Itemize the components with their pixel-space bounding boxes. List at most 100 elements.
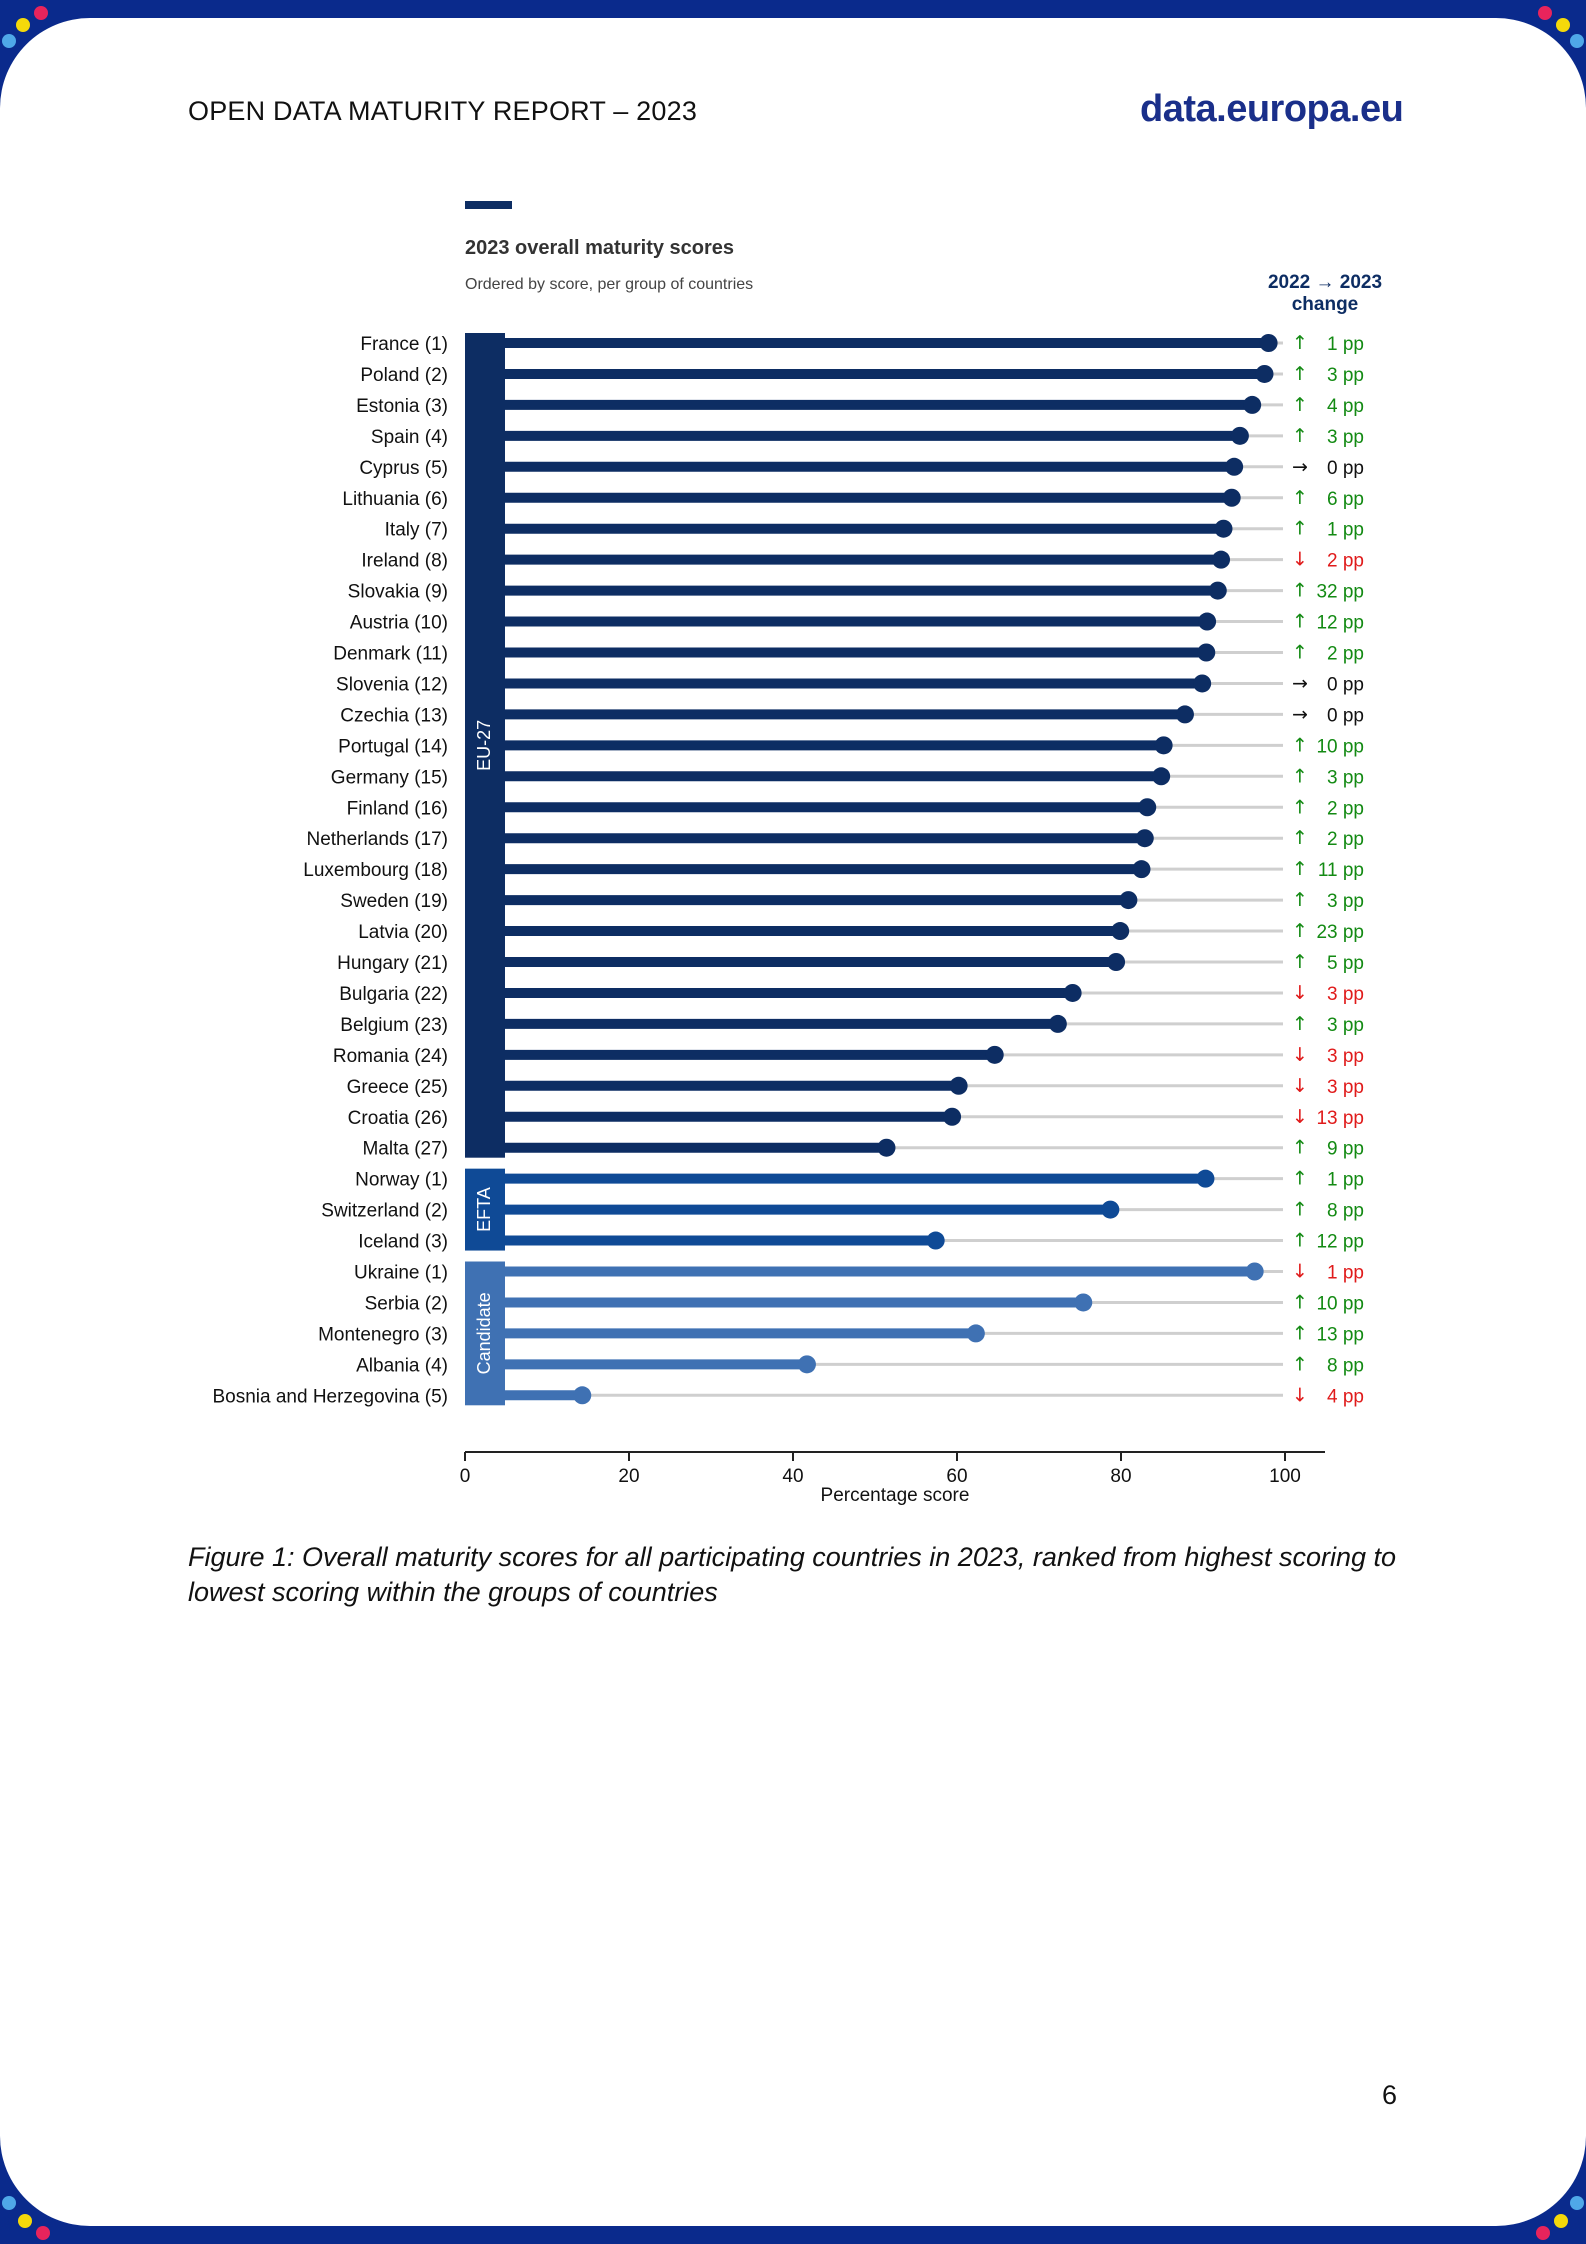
chart-title: 2023 overall maturity scores (465, 237, 734, 259)
change-arrow-icon: ↑ (1292, 642, 1308, 664)
change-value: 3 pp (1327, 984, 1364, 1005)
country-label: Croatia (26) (348, 1108, 448, 1129)
country-label: Finland (16) (347, 798, 448, 819)
change-arrow-icon: ↑ (1292, 1353, 1308, 1375)
country-label: Cyprus (5) (359, 458, 448, 479)
change-arrow-icon: ↓ (1292, 549, 1308, 571)
change-value: 0 pp (1327, 674, 1364, 695)
country-label: Luxembourg (18) (303, 860, 448, 881)
corner-dots-top-right (1516, 0, 1586, 70)
score-dot (1101, 1200, 1120, 1219)
tick-label: 100 (1269, 1466, 1301, 1487)
change-value: 2 pp (1327, 644, 1364, 665)
tick-label: 60 (946, 1466, 967, 1487)
country-label: Poland (2) (360, 365, 448, 386)
change-arrow-icon: ↓ (1292, 1075, 1308, 1097)
change-arrow-icon: ↑ (1292, 518, 1308, 540)
country-label: Sweden (19) (340, 891, 448, 912)
change-value: 10 pp (1316, 736, 1364, 757)
chart-accent-bar (465, 201, 512, 209)
change-arrow-icon: ↑ (1292, 889, 1308, 911)
change-header-line2: change (1292, 294, 1359, 315)
country-label: Estonia (3) (356, 396, 448, 417)
change-arrow-icon: ↑ (1292, 1137, 1308, 1159)
change-arrow-icon: ↑ (1292, 796, 1308, 818)
tick-label: 80 (1110, 1466, 1131, 1487)
score-dot (1138, 798, 1157, 817)
change-arrow-icon: ↑ (1292, 951, 1308, 973)
country-label: Albania (4) (356, 1355, 448, 1376)
data-europa-logo: data.europa.eu (1140, 88, 1404, 130)
score-dot (1255, 364, 1274, 383)
tick-label: 40 (782, 1466, 803, 1487)
change-value: 0 pp (1327, 458, 1364, 479)
change-arrow-icon: ↓ (1292, 1261, 1308, 1283)
country-label: Latvia (20) (358, 922, 448, 943)
change-value: 1 pp (1327, 1263, 1364, 1284)
country-label: Norway (1) (355, 1170, 448, 1191)
score-dot (985, 1045, 1004, 1064)
tick-label: 0 (460, 1466, 471, 1487)
change-arrow-icon: ↓ (1292, 982, 1308, 1004)
country-label: Italy (7) (385, 520, 448, 541)
score-dot (1259, 334, 1278, 352)
change-arrow-icon: ↑ (1292, 1322, 1308, 1344)
score-dot (1107, 953, 1126, 971)
score-dot (1135, 829, 1154, 848)
change-value: 12 pp (1316, 1232, 1364, 1253)
corner-dots-bottom-left (0, 2174, 70, 2244)
change-value: 2 pp (1327, 798, 1364, 819)
score-dot (1119, 891, 1138, 910)
country-label: Switzerland (2) (321, 1201, 448, 1222)
change-header-line1: 2022 → 2023 (1268, 272, 1382, 293)
score-dot (1243, 395, 1262, 414)
country-label: Montenegro (3) (318, 1324, 448, 1345)
change-arrow-icon: ↑ (1292, 1013, 1308, 1035)
change-arrow-icon: → (1292, 703, 1308, 725)
change-arrow-icon: ↑ (1292, 611, 1308, 633)
country-label: Bosnia and Herzegovina (5) (212, 1386, 448, 1407)
group-band-eu-27 (465, 333, 505, 1158)
change-arrow-icon: → (1292, 672, 1308, 694)
x-axis-label: Percentage score (821, 1485, 970, 1506)
change-value: 2 pp (1327, 551, 1364, 572)
country-label: Spain (4) (371, 427, 448, 448)
change-arrow-icon: ↓ (1292, 1384, 1308, 1406)
maturity-chart: 2023 overall maturity scores Ordered by … (212, 201, 1382, 1506)
country-label: Lithuania (6) (342, 489, 448, 510)
country-label: Romania (24) (333, 1046, 448, 1067)
change-value: 9 pp (1327, 1139, 1364, 1160)
change-value: 32 pp (1316, 582, 1364, 603)
change-value: 11 pp (1318, 860, 1364, 881)
change-arrow-icon: ↑ (1292, 487, 1308, 509)
group-label: EFTA (474, 1187, 494, 1232)
score-dot (1198, 612, 1217, 631)
change-value: 4 pp (1327, 1386, 1364, 1407)
change-value: 0 pp (1327, 705, 1364, 726)
score-dot (1132, 860, 1151, 879)
corner-dots-top-left (0, 0, 70, 70)
country-label: Belgium (23) (340, 1015, 448, 1036)
change-value: 3 pp (1327, 365, 1364, 386)
score-dot (1175, 705, 1194, 724)
country-label: Netherlands (17) (306, 829, 448, 850)
score-dot (1074, 1293, 1093, 1312)
country-label: Greece (25) (347, 1077, 448, 1098)
country-label: Slovakia (9) (348, 582, 448, 603)
page-sheet (0, 18, 1586, 2226)
change-value: 3 pp (1327, 891, 1364, 912)
country-label: Denmark (11) (333, 644, 448, 665)
score-dot (1225, 457, 1244, 476)
group-band-efta (465, 1168, 505, 1251)
change-value: 5 pp (1327, 953, 1364, 974)
change-arrow-icon: ↓ (1292, 1044, 1308, 1066)
score-dot (797, 1355, 816, 1374)
country-label: Serbia (2) (365, 1293, 448, 1314)
country-label: Ireland (8) (361, 551, 448, 572)
group-band-candidate (465, 1261, 505, 1406)
score-dot (1063, 983, 1082, 1002)
score-dot (877, 1138, 896, 1157)
country-label: Germany (15) (331, 767, 448, 788)
score-dot (573, 1386, 592, 1405)
score-dot (1212, 550, 1231, 569)
